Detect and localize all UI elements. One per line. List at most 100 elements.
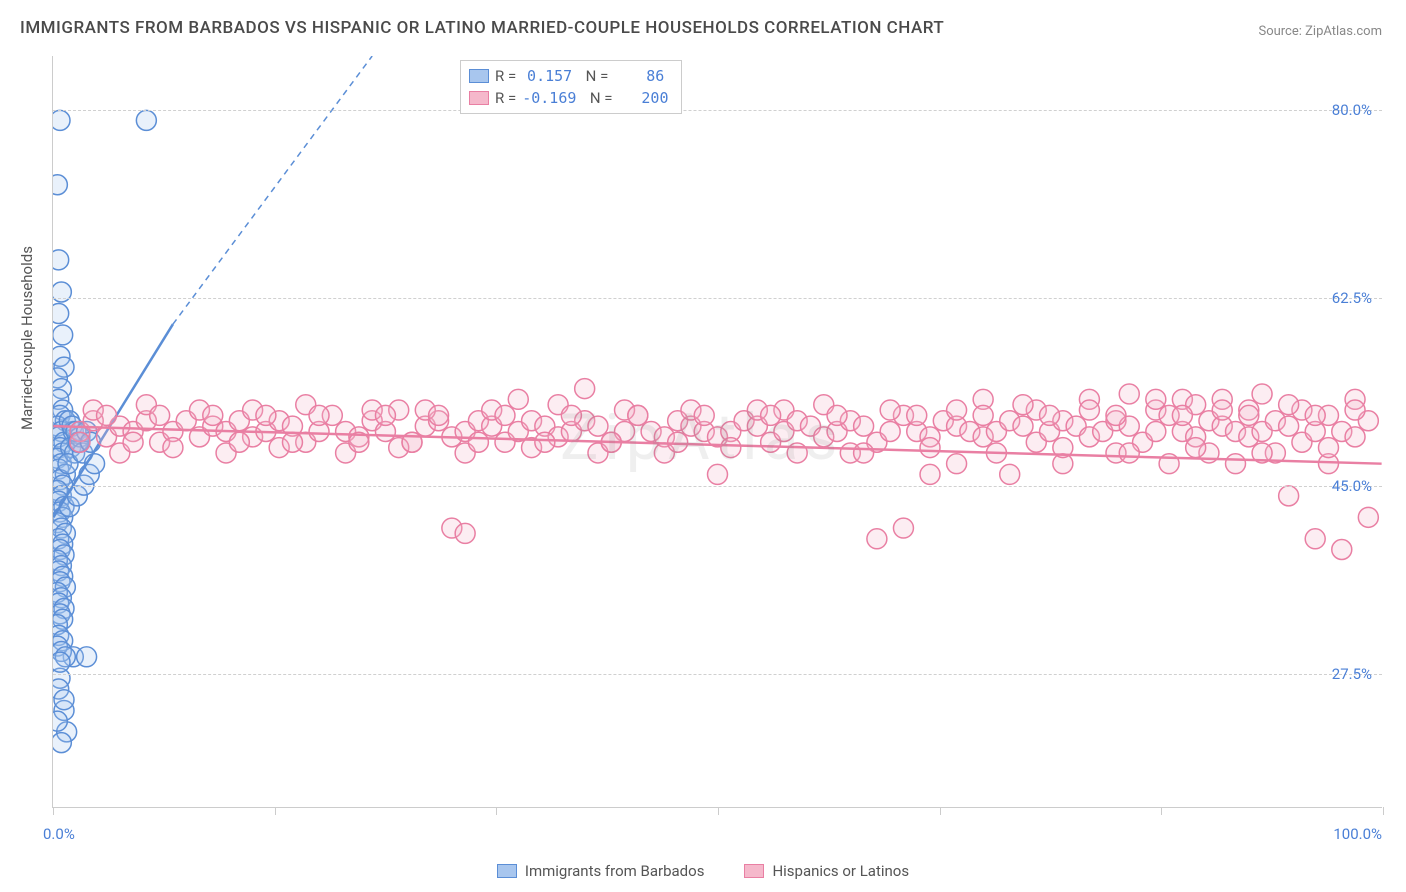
data-point-hispanics	[893, 518, 913, 538]
chart-plot-area: 27.5%45.0%62.5%80.0% 0.0% 100.0%	[52, 56, 1382, 808]
data-point-hispanics	[1146, 389, 1166, 409]
legend-swatch-barbados	[469, 69, 489, 83]
gridline	[53, 298, 1382, 299]
data-point-hispanics	[309, 405, 329, 425]
data-point-hispanics	[1079, 400, 1099, 420]
data-point-barbados	[53, 325, 73, 345]
data-point-hispanics	[508, 389, 528, 409]
legend-r-value-barbados: 0.157	[522, 65, 572, 87]
data-point-hispanics	[455, 523, 475, 543]
legend-row-hispanics: R = -0.169 N = 200	[469, 87, 669, 109]
legend-n-label: N =	[582, 87, 612, 109]
x-tick	[1161, 807, 1162, 815]
data-point-hispanics	[1358, 507, 1378, 527]
data-point-hispanics	[429, 405, 449, 425]
legend-n-value-barbados: 86	[614, 65, 664, 87]
data-point-hispanics	[973, 405, 993, 425]
source-credit: Source: ZipAtlas.com	[1258, 24, 1382, 39]
data-point-barbados	[54, 690, 74, 710]
data-point-hispanics	[1252, 384, 1272, 404]
data-point-hispanics	[1305, 529, 1325, 549]
x-tick	[940, 807, 941, 815]
data-point-barbados	[53, 652, 70, 672]
data-point-hispanics	[854, 443, 874, 463]
correlation-legend: R = 0.157 N = 86 R = -0.169 N = 200	[460, 60, 682, 114]
data-point-hispanics	[867, 529, 887, 549]
data-point-hispanics	[1106, 405, 1126, 425]
data-point-hispanics	[628, 405, 648, 425]
data-point-barbados	[136, 110, 156, 130]
data-point-hispanics	[1119, 384, 1139, 404]
data-point-hispanics	[1226, 454, 1246, 474]
data-point-hispanics	[163, 438, 183, 458]
legend-n-label: N =	[578, 65, 608, 87]
y-tick-label: 45.0%	[1332, 477, 1372, 495]
legend-label-hispanics: Hispanics or Latinos	[772, 862, 909, 880]
data-point-hispanics	[721, 438, 741, 458]
trend-line-dashed-barbados	[173, 56, 372, 324]
data-point-hispanics	[1186, 438, 1206, 458]
data-point-hispanics	[668, 432, 688, 452]
data-point-hispanics	[150, 405, 170, 425]
data-point-hispanics	[282, 432, 302, 452]
legend-r-label: R =	[495, 87, 516, 109]
data-point-hispanics	[229, 432, 249, 452]
data-point-hispanics	[708, 464, 728, 484]
gridline	[53, 110, 1382, 111]
data-point-hispanics	[203, 405, 223, 425]
data-point-hispanics	[1119, 443, 1139, 463]
legend-n-value-hispanics: 200	[619, 87, 669, 109]
data-point-hispanics	[920, 438, 940, 458]
x-axis-max-label: 100.0%	[1333, 825, 1382, 843]
data-point-hispanics	[827, 405, 847, 425]
gridline	[53, 486, 1382, 487]
series-legend: Immigrants from Barbados Hispanics or La…	[0, 862, 1406, 880]
data-point-hispanics	[375, 405, 395, 425]
legend-swatch-hispanics	[469, 91, 489, 105]
data-point-hispanics	[1013, 416, 1033, 436]
data-point-hispanics	[880, 400, 900, 420]
legend-r-value-hispanics: -0.169	[522, 87, 576, 109]
data-point-hispanics	[920, 464, 940, 484]
data-point-hispanics	[1332, 540, 1352, 560]
data-point-hispanics	[575, 379, 595, 399]
x-tick	[275, 807, 276, 815]
legend-item-barbados: Immigrants from Barbados	[497, 862, 705, 880]
data-point-hispanics	[1279, 416, 1299, 436]
data-point-hispanics	[1239, 405, 1259, 425]
data-point-barbados	[53, 250, 69, 270]
data-point-barbados	[53, 303, 69, 323]
data-point-hispanics	[854, 416, 874, 436]
legend-row-barbados: R = 0.157 N = 86	[469, 65, 669, 87]
data-point-hispanics	[256, 405, 276, 425]
chart-title: IMMIGRANTS FROM BARBADOS VS HISPANIC OR …	[20, 18, 944, 38]
y-tick-label: 80.0%	[1332, 101, 1372, 119]
data-point-hispanics	[1279, 395, 1299, 415]
data-point-hispanics	[1305, 405, 1325, 425]
x-tick	[496, 807, 497, 815]
x-axis-min-label: 0.0%	[43, 825, 75, 843]
data-point-hispanics	[1013, 395, 1033, 415]
x-tick	[53, 807, 54, 815]
data-point-hispanics	[1345, 427, 1365, 447]
legend-item-hispanics: Hispanics or Latinos	[744, 862, 909, 880]
y-tick-label: 62.5%	[1332, 289, 1372, 307]
data-point-hispanics	[70, 432, 90, 452]
y-tick-label: 27.5%	[1332, 665, 1372, 683]
legend-r-label: R =	[495, 65, 516, 87]
data-point-barbados	[53, 711, 67, 731]
data-point-hispanics	[468, 432, 488, 452]
x-tick	[718, 807, 719, 815]
data-point-hispanics	[907, 405, 927, 425]
legend-label-barbados: Immigrants from Barbados	[525, 862, 705, 880]
data-point-hispanics	[1279, 486, 1299, 506]
data-point-hispanics	[561, 405, 581, 425]
data-point-hispanics	[1318, 438, 1338, 458]
data-point-hispanics	[1000, 464, 1020, 484]
data-point-hispanics	[761, 405, 781, 425]
data-point-hispanics	[1212, 400, 1232, 420]
data-point-hispanics	[1146, 422, 1166, 442]
data-point-hispanics	[123, 432, 143, 452]
data-point-hispanics	[97, 405, 117, 425]
data-point-hispanics	[947, 400, 967, 420]
